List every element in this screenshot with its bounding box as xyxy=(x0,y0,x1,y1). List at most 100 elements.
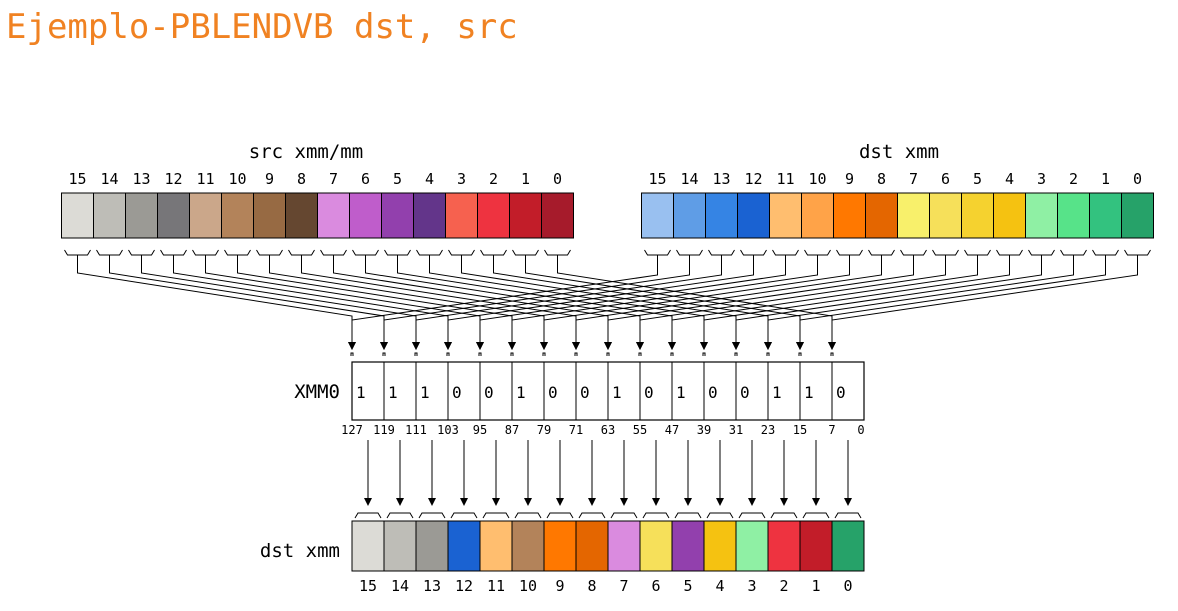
mask-bit-position: 127 xyxy=(341,423,363,437)
dst-byte-0 xyxy=(1121,192,1154,239)
result-byte-brace xyxy=(514,512,542,519)
dst-byte-index: 7 xyxy=(909,170,918,188)
slide-title: Ejemplo-PBLENDVB dst, src xyxy=(6,7,518,47)
mask-bit-position: 103 xyxy=(437,423,459,437)
result-byte-index: 0 xyxy=(843,577,852,595)
dst-byte-13 xyxy=(705,192,738,239)
mask-bit-tick xyxy=(766,352,770,356)
mask-bit-value: 0 xyxy=(836,383,846,402)
dst-to-mask-arrow xyxy=(668,255,978,350)
src-register-label: src xmm/mm xyxy=(249,141,363,163)
result-byte-index: 12 xyxy=(455,577,473,595)
src-byte-brace xyxy=(352,249,379,256)
result-byte-brace xyxy=(738,512,766,519)
mask-bit-position: 55 xyxy=(633,423,647,437)
src-byte-index: 4 xyxy=(425,170,434,188)
result-byte-6 xyxy=(639,520,673,572)
result-byte-index: 2 xyxy=(779,577,788,595)
dst-byte-index: 2 xyxy=(1069,170,1078,188)
src-byte-11 xyxy=(189,192,222,239)
dst-to-mask-arrow xyxy=(476,255,786,350)
result-byte-brace xyxy=(770,512,798,519)
mask-bit-position: 7 xyxy=(828,423,835,437)
src-byte-8 xyxy=(285,192,318,239)
result-byte-index: 9 xyxy=(555,577,564,595)
result-byte-brace xyxy=(642,512,670,519)
mask-bit-position: 23 xyxy=(761,423,775,437)
dst-to-mask-arrow xyxy=(732,255,1042,350)
dst-byte-index: 1 xyxy=(1101,170,1110,188)
src-byte-index: 11 xyxy=(196,170,214,188)
src-byte-9 xyxy=(253,192,286,239)
mask-bit-tick xyxy=(382,352,386,356)
dst-byte-index: 10 xyxy=(808,170,826,188)
dst-byte-index: 0 xyxy=(1133,170,1142,188)
mask-bit-position: 15 xyxy=(793,423,807,437)
src-byte-4 xyxy=(413,192,446,239)
src-byte-14 xyxy=(93,192,126,239)
dst-to-mask-arrow xyxy=(700,255,1010,350)
mask-bit-value: 0 xyxy=(548,383,558,402)
dst-byte-brace xyxy=(1060,249,1087,256)
dst-to-mask-arrow xyxy=(764,255,1074,350)
mask-bit-value: 0 xyxy=(452,383,462,402)
dst-register-label: dst xmm xyxy=(859,141,939,163)
dst-to-mask-arrow xyxy=(604,255,914,350)
result-byte-index: 6 xyxy=(651,577,660,595)
dst-byte-index: 3 xyxy=(1037,170,1046,188)
result-byte-brace xyxy=(418,512,446,519)
src-byte-brace xyxy=(384,249,411,256)
src-to-mask-arrow xyxy=(109,255,388,350)
result-byte-9 xyxy=(543,520,577,572)
result-byte-brace xyxy=(610,512,638,519)
src-byte-10 xyxy=(221,192,254,239)
src-byte-index: 7 xyxy=(329,170,338,188)
src-byte-12 xyxy=(157,192,190,239)
src-byte-index: 2 xyxy=(489,170,498,188)
dst-to-mask-arrow xyxy=(348,255,658,350)
mask-bit-position: 39 xyxy=(697,423,711,437)
dst-to-mask-arrow xyxy=(796,255,1106,350)
mask-bit-value: 1 xyxy=(356,383,366,402)
dst-byte-3 xyxy=(1025,192,1058,239)
src-byte-brace xyxy=(544,249,571,256)
src-byte-index: 9 xyxy=(265,170,274,188)
dst-byte-12 xyxy=(737,192,770,239)
mask-bit-tick xyxy=(446,352,450,356)
src-byte-brace xyxy=(224,249,251,256)
mask-bit-position: 79 xyxy=(537,423,551,437)
mask-bit-tick xyxy=(510,352,514,356)
mask-bit-tick xyxy=(830,352,834,356)
dst-byte-2 xyxy=(1057,192,1090,239)
result-byte-index: 5 xyxy=(683,577,692,595)
dst-byte-brace xyxy=(1028,249,1055,256)
src-byte-6 xyxy=(349,192,382,239)
dst-byte-11 xyxy=(769,192,802,239)
result-byte-index: 1 xyxy=(811,577,820,595)
src-byte-index: 5 xyxy=(393,170,402,188)
src-byte-15 xyxy=(61,192,94,239)
mask-bit-position: 31 xyxy=(729,423,743,437)
src-byte-index: 3 xyxy=(457,170,466,188)
mask-bit-tick xyxy=(798,352,802,356)
dst-to-mask-arrow xyxy=(572,255,882,350)
mask-bit-position: 119 xyxy=(373,423,395,437)
mask-bit-value: 1 xyxy=(772,383,782,402)
mask-bit-tick xyxy=(734,352,738,356)
dst-byte-brace xyxy=(932,249,959,256)
result-byte-index: 15 xyxy=(359,577,377,595)
src-byte-index: 14 xyxy=(100,170,118,188)
dst-byte-6 xyxy=(929,192,962,239)
src-to-mask-arrow xyxy=(77,255,356,350)
src-byte-brace xyxy=(128,249,155,256)
result-byte-index: 7 xyxy=(619,577,628,595)
src-byte-7 xyxy=(317,192,350,239)
src-byte-brace xyxy=(480,249,507,256)
src-to-mask-arrow xyxy=(173,255,452,350)
dst-to-mask-arrow xyxy=(444,255,754,350)
mask-bit-value: 1 xyxy=(676,383,686,402)
result-byte-1 xyxy=(799,520,833,572)
src-byte-brace xyxy=(160,249,187,256)
result-byte-8 xyxy=(575,520,609,572)
